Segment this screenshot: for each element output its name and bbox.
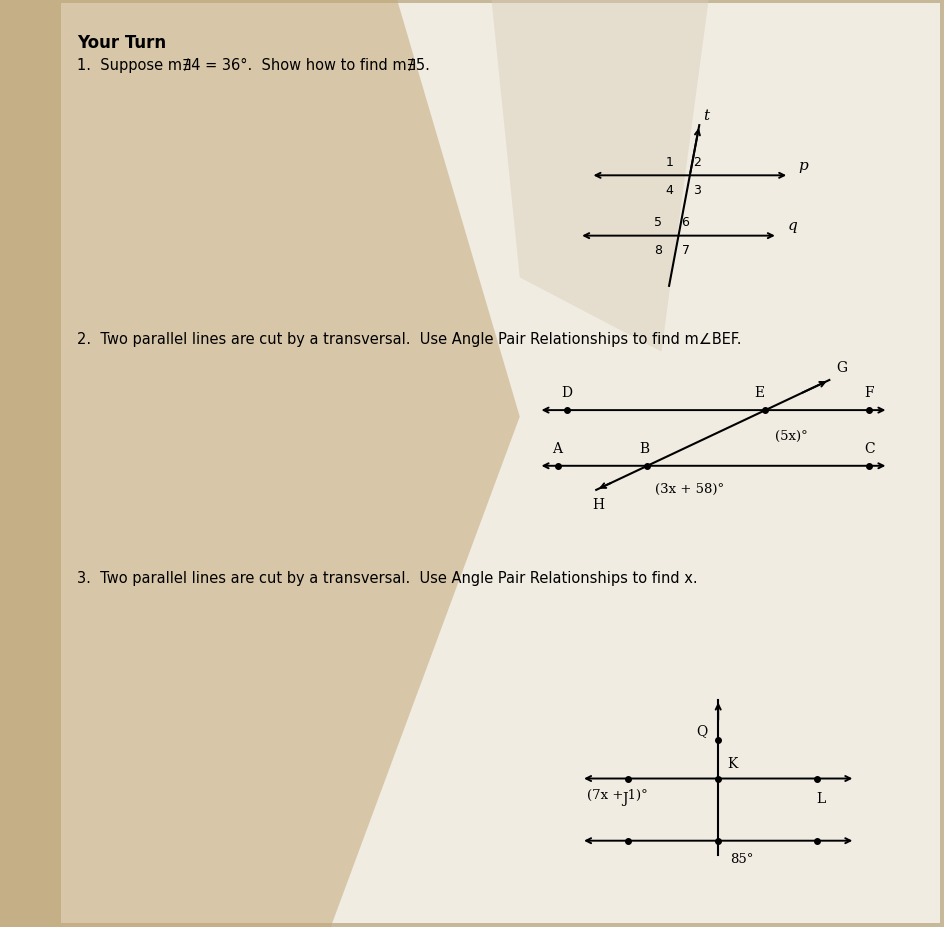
- Text: H: H: [592, 498, 603, 512]
- Text: 1: 1: [665, 156, 672, 169]
- Text: (7x + 1)°: (7x + 1)°: [586, 788, 647, 801]
- Text: D: D: [561, 386, 572, 400]
- Text: q: q: [786, 219, 796, 233]
- Text: 5: 5: [653, 216, 661, 229]
- Text: L: L: [816, 791, 825, 805]
- Text: C: C: [863, 441, 874, 455]
- Text: J: J: [621, 791, 627, 805]
- Text: B: B: [639, 441, 649, 455]
- Text: K: K: [727, 756, 737, 770]
- Text: 6: 6: [681, 216, 689, 229]
- FancyBboxPatch shape: [61, 4, 939, 923]
- Polygon shape: [0, 0, 519, 927]
- Text: F: F: [864, 386, 873, 400]
- Polygon shape: [491, 0, 708, 352]
- Text: 85°: 85°: [730, 852, 753, 865]
- Text: (3x + 58)°: (3x + 58)°: [654, 482, 723, 495]
- Text: 1.  Suppose m∄4 = 36°.  Show how to find m∄5.: 1. Suppose m∄4 = 36°. Show how to find m…: [77, 58, 430, 73]
- Text: 8: 8: [653, 244, 661, 257]
- Text: t: t: [702, 109, 708, 123]
- Text: 3.  Two parallel lines are cut by a transversal.  Use Angle Pair Relationships t: 3. Two parallel lines are cut by a trans…: [77, 570, 698, 585]
- Text: 7: 7: [681, 244, 689, 257]
- Text: p: p: [798, 159, 807, 172]
- Text: A: A: [552, 441, 562, 455]
- Text: 2: 2: [692, 156, 700, 169]
- Text: 3: 3: [692, 184, 700, 197]
- Text: 4: 4: [665, 184, 672, 197]
- Text: Q: Q: [696, 723, 707, 737]
- Text: (5x)°: (5x)°: [774, 429, 807, 442]
- Text: 2.  Two parallel lines are cut by a transversal.  Use Angle Pair Relationships t: 2. Two parallel lines are cut by a trans…: [77, 332, 741, 347]
- Text: Your Turn: Your Turn: [77, 34, 166, 52]
- Text: E: E: [754, 386, 764, 400]
- Text: G: G: [835, 361, 846, 375]
